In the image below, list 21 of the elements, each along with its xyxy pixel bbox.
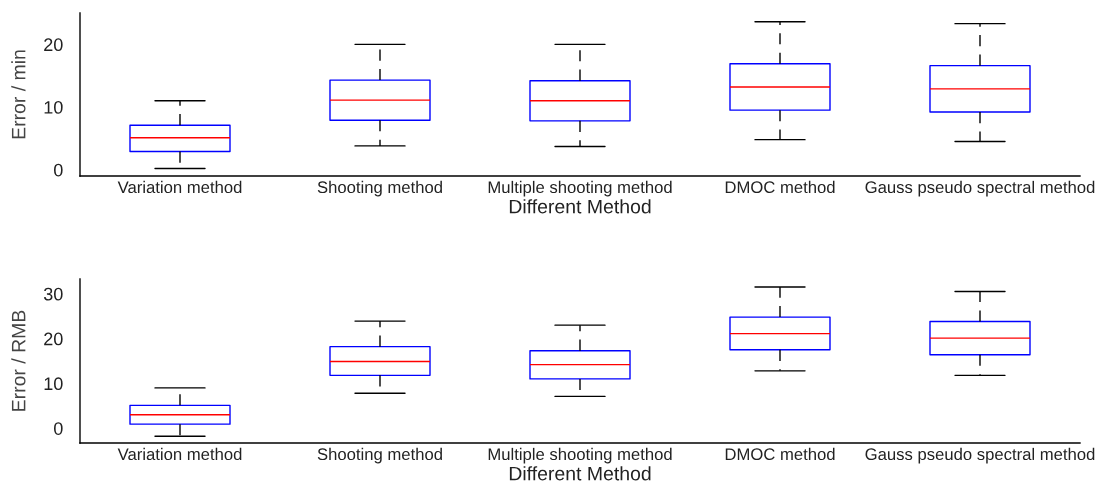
- y-axis-title: Error / min: [11, 50, 26, 139]
- x-tick-label: Multiple shooting method: [488, 447, 672, 464]
- y-axis-title: Error / RMB: [11, 310, 26, 411]
- y-tick-label: 30: [43, 287, 63, 301]
- x-axis-title: Different Method: [509, 199, 651, 214]
- x-tick-label: Variation method: [117, 447, 242, 461]
- x-tick-label: Variation method: [117, 180, 242, 194]
- x-tick-label: Gauss pseudo spectral method: [865, 447, 1095, 464]
- x-tick-label: Shooting method: [317, 180, 442, 197]
- y-tick-label: 20: [44, 332, 63, 346]
- y-tick-label: 20: [44, 38, 63, 52]
- x-tick-label: Gauss pseudo spectral method: [865, 180, 1095, 197]
- x-tick-label: Shooting method: [317, 447, 442, 464]
- y-tick-label: 0: [54, 163, 63, 177]
- x-tick-label: DMOC method: [725, 180, 835, 194]
- x-tick-label: Multiple shooting method: [488, 180, 672, 197]
- x-tick-label: DMOC method: [725, 447, 835, 461]
- y-tick-label: 0: [54, 422, 63, 435]
- x-axis-title: Different Method: [509, 466, 651, 481]
- y-tick-label: 10: [44, 100, 63, 114]
- y-tick-label: 10: [44, 377, 63, 391]
